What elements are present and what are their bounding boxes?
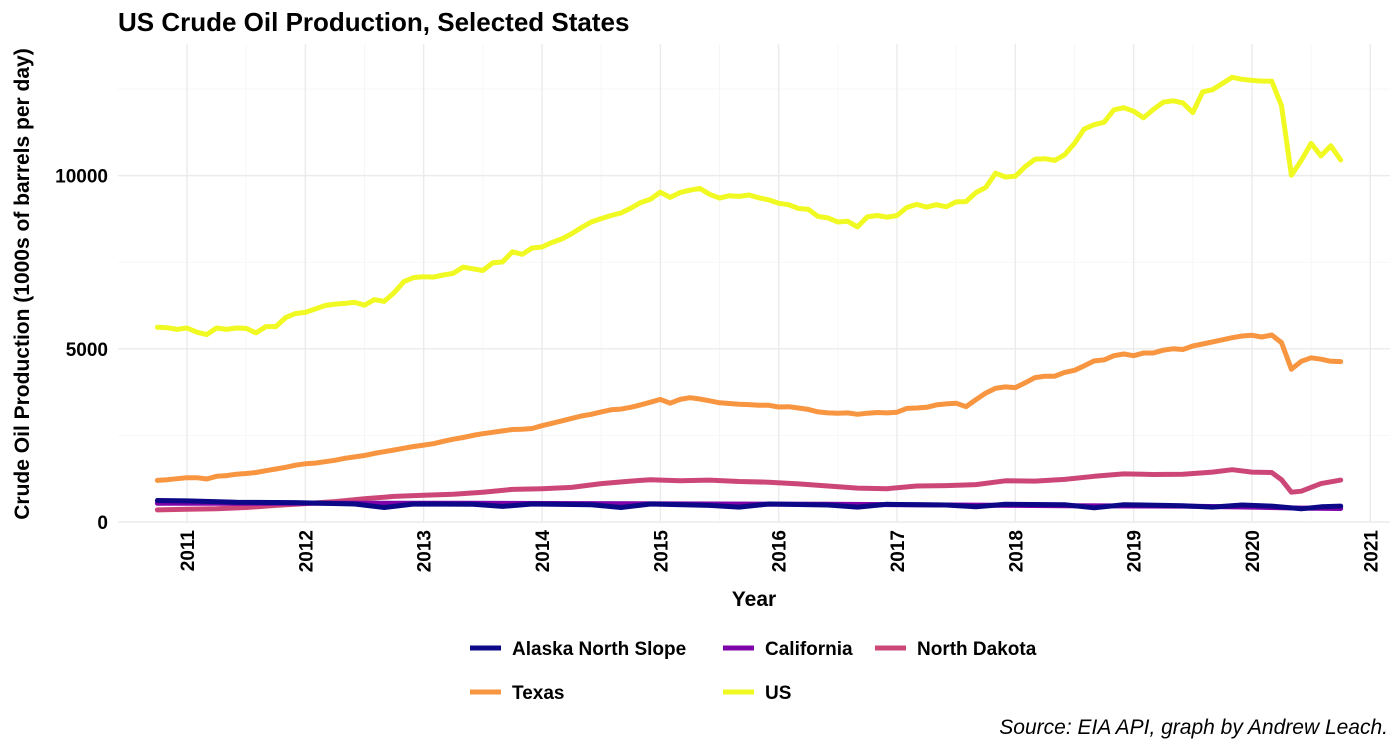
legend: Alaska North Slope California North Dakota… — [470, 639, 1037, 704]
y-tick-label: 0 — [97, 513, 108, 534]
legend-label-us: US — [765, 683, 791, 704]
x-tick-label: 2016 — [770, 530, 791, 572]
x-tick-label: 2020 — [1243, 530, 1264, 572]
x-axis-ticks: 2011 2012 2013 2014 2015 2016 2017 2018 2019 2020… — [178, 530, 1382, 573]
series-line-texas — [154, 332, 1344, 483]
y-axis-title: Crude Oil Production (1000s of barrels p… — [11, 48, 34, 519]
chart-title: US Crude Oil Production, Selected States — [118, 7, 629, 37]
x-tick-label: 2018 — [1006, 530, 1027, 572]
x-tick-label: 2014 — [533, 530, 554, 573]
y-axis-ticks: 0 5000 10000 — [55, 167, 108, 534]
legend-label-alaska-north-slope: Alaska North Slope — [512, 639, 686, 660]
caption: Source: EIA API, graph by Andrew Leach. — [999, 716, 1388, 739]
series-line-north-dakota — [154, 467, 1344, 513]
major-gridlines — [118, 44, 1390, 523]
legend-label-north-dakota: North Dakota — [917, 639, 1037, 660]
x-tick-label: 2019 — [1125, 530, 1146, 572]
series-lines — [154, 74, 1344, 513]
series-line-alaska-north-slope — [154, 498, 1344, 512]
x-tick-label: 2013 — [415, 530, 436, 572]
x-axis-title: Year — [732, 588, 776, 611]
x-tick-label: 2015 — [651, 530, 672, 573]
series-line-us — [154, 74, 1344, 338]
x-tick-label: 2017 — [888, 530, 909, 572]
y-tick-label: 10000 — [55, 167, 108, 188]
x-tick-label: 2021 — [1361, 530, 1382, 573]
x-tick-label: 2012 — [296, 530, 317, 572]
minor-gridlines — [118, 44, 1390, 522]
x-tick-label: 2011 — [178, 530, 199, 572]
y-tick-label: 5000 — [66, 340, 108, 361]
legend-label-california: California — [765, 639, 853, 660]
legend-label-texas: Texas — [512, 683, 564, 704]
